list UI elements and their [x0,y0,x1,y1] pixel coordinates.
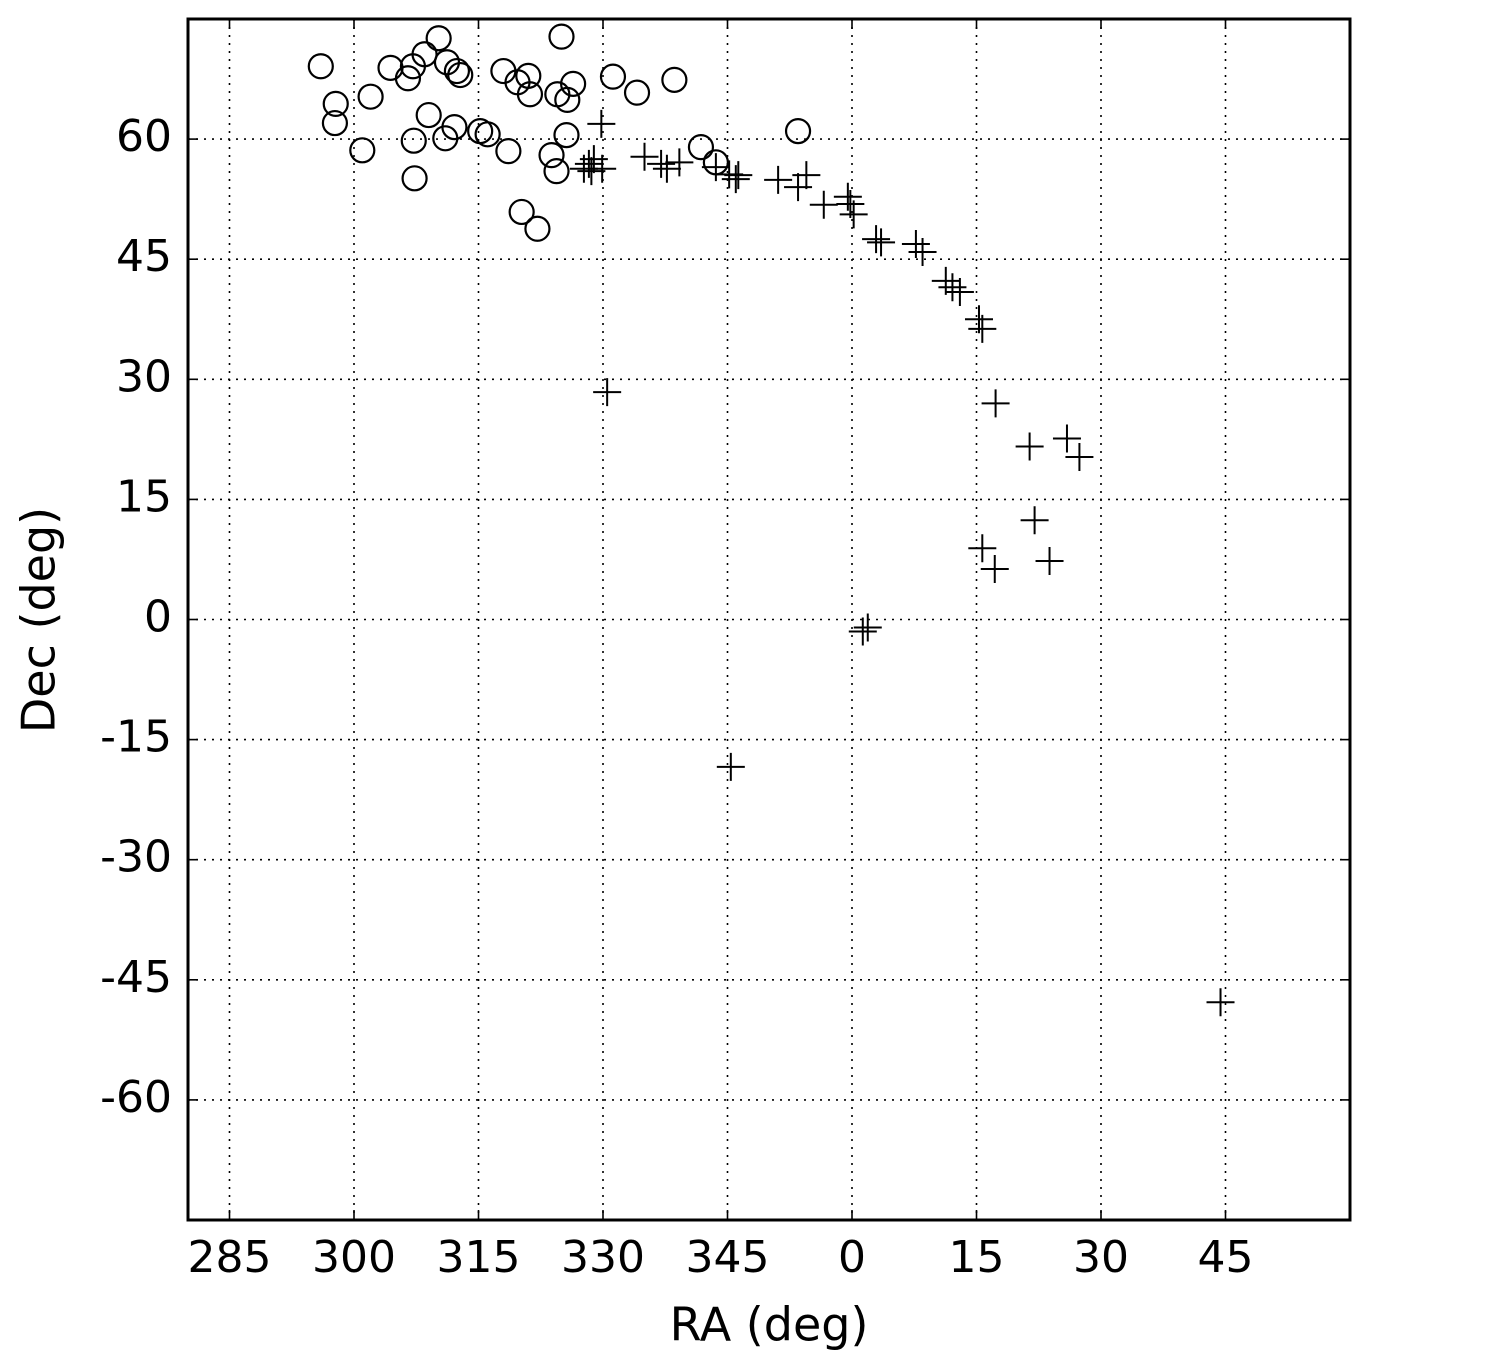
y-tick-label: -15 [100,712,172,763]
plus-marker [652,154,681,183]
plus-marker [901,229,930,258]
circle-marker [516,81,544,108]
y-tick-label: 60 [116,111,172,162]
plus-marker [764,165,793,194]
plus-marker [784,173,813,202]
circle-marker [524,215,551,242]
x-tick-label: 30 [1073,1232,1129,1283]
plus-marker [867,228,896,257]
plus-marker [721,165,750,194]
y-tick-label: 45 [116,231,172,282]
plus-marker [931,266,960,295]
circle-marker [560,70,587,97]
x-tick-label: 345 [686,1232,770,1283]
y-tick-label: -45 [100,952,172,1003]
circle-marker [411,41,438,68]
plus-marker [647,149,676,178]
y-tick-label: 15 [116,471,172,522]
circle-marker [400,127,427,154]
circle-marker [661,66,688,93]
plus-marker [1035,547,1064,576]
plus-marker [1206,988,1235,1017]
plus-marker [716,752,745,781]
plus-marker [579,145,608,174]
plus-marker [792,161,821,190]
plus-marker [862,225,891,254]
plus-marker [593,378,622,407]
plus-marker [1020,506,1049,535]
circle-marker [377,54,404,81]
plus-marker [577,157,606,186]
circle-marker [307,53,334,80]
y-tick-label: 30 [116,351,172,402]
x-tick-label: 330 [561,1232,645,1283]
x-tick-label: 15 [949,1232,1005,1283]
circle-marker [687,134,715,161]
circle-marker [554,86,581,113]
circle-marker [543,158,570,185]
y-tick-label: -30 [100,832,172,883]
circle-marker [538,142,565,169]
x-tick-label: 315 [437,1232,521,1283]
plus-marker [968,314,997,343]
circle-marker [321,109,349,137]
x-axis-label: RA (deg) [670,1298,869,1352]
y-tick-label: 0 [144,592,172,643]
circle-marker [349,137,376,164]
x-tick-label: 45 [1198,1232,1254,1283]
circle-marker [441,113,468,141]
plus-marker [981,389,1010,418]
plus-marker [848,617,877,646]
circle-marker [443,57,471,85]
plus-marker [833,182,862,211]
circle-marker [553,121,580,149]
plot-frame [186,17,1352,1222]
circle-marker [425,25,452,52]
plus-marker [938,273,967,302]
plus-marker [980,555,1009,584]
plus-marker [701,153,730,182]
y-axis-label: Dec (deg) [12,507,66,733]
circle-marker [623,79,651,106]
plus-marker [574,149,603,178]
x-tick-label: 300 [312,1232,396,1283]
circle-marker [394,65,422,92]
circle-marker [401,165,428,192]
plus-marker [724,161,753,190]
circle-marker [322,90,349,117]
plus-marker [839,200,868,229]
plus-marker [853,613,882,642]
plus-marker [1015,432,1044,461]
plus-marker [1052,424,1081,453]
circle-marker [784,117,812,145]
plus-marker [968,534,997,563]
plus-marker [630,142,659,171]
circle-marker [447,61,474,89]
circle-marker [515,62,542,89]
circle-marker [495,138,522,165]
circle-marker [433,49,461,76]
y-tick-label: -60 [100,1072,172,1123]
plus-marker [1065,442,1094,471]
x-tick-label: 0 [838,1232,866,1283]
x-tick-label: 285 [188,1232,272,1283]
plus-marker [809,190,838,219]
plus-marker [836,189,865,218]
circle-marker [508,198,535,226]
plus-marker [587,109,616,138]
plus-marker [945,278,974,307]
circle-marker [357,83,384,110]
circle-marker [474,121,501,148]
circle-marker [548,23,575,50]
circle-marker [415,101,442,129]
plus-marker [908,237,937,266]
circle-marker [599,63,627,90]
plus-marker [665,148,694,177]
